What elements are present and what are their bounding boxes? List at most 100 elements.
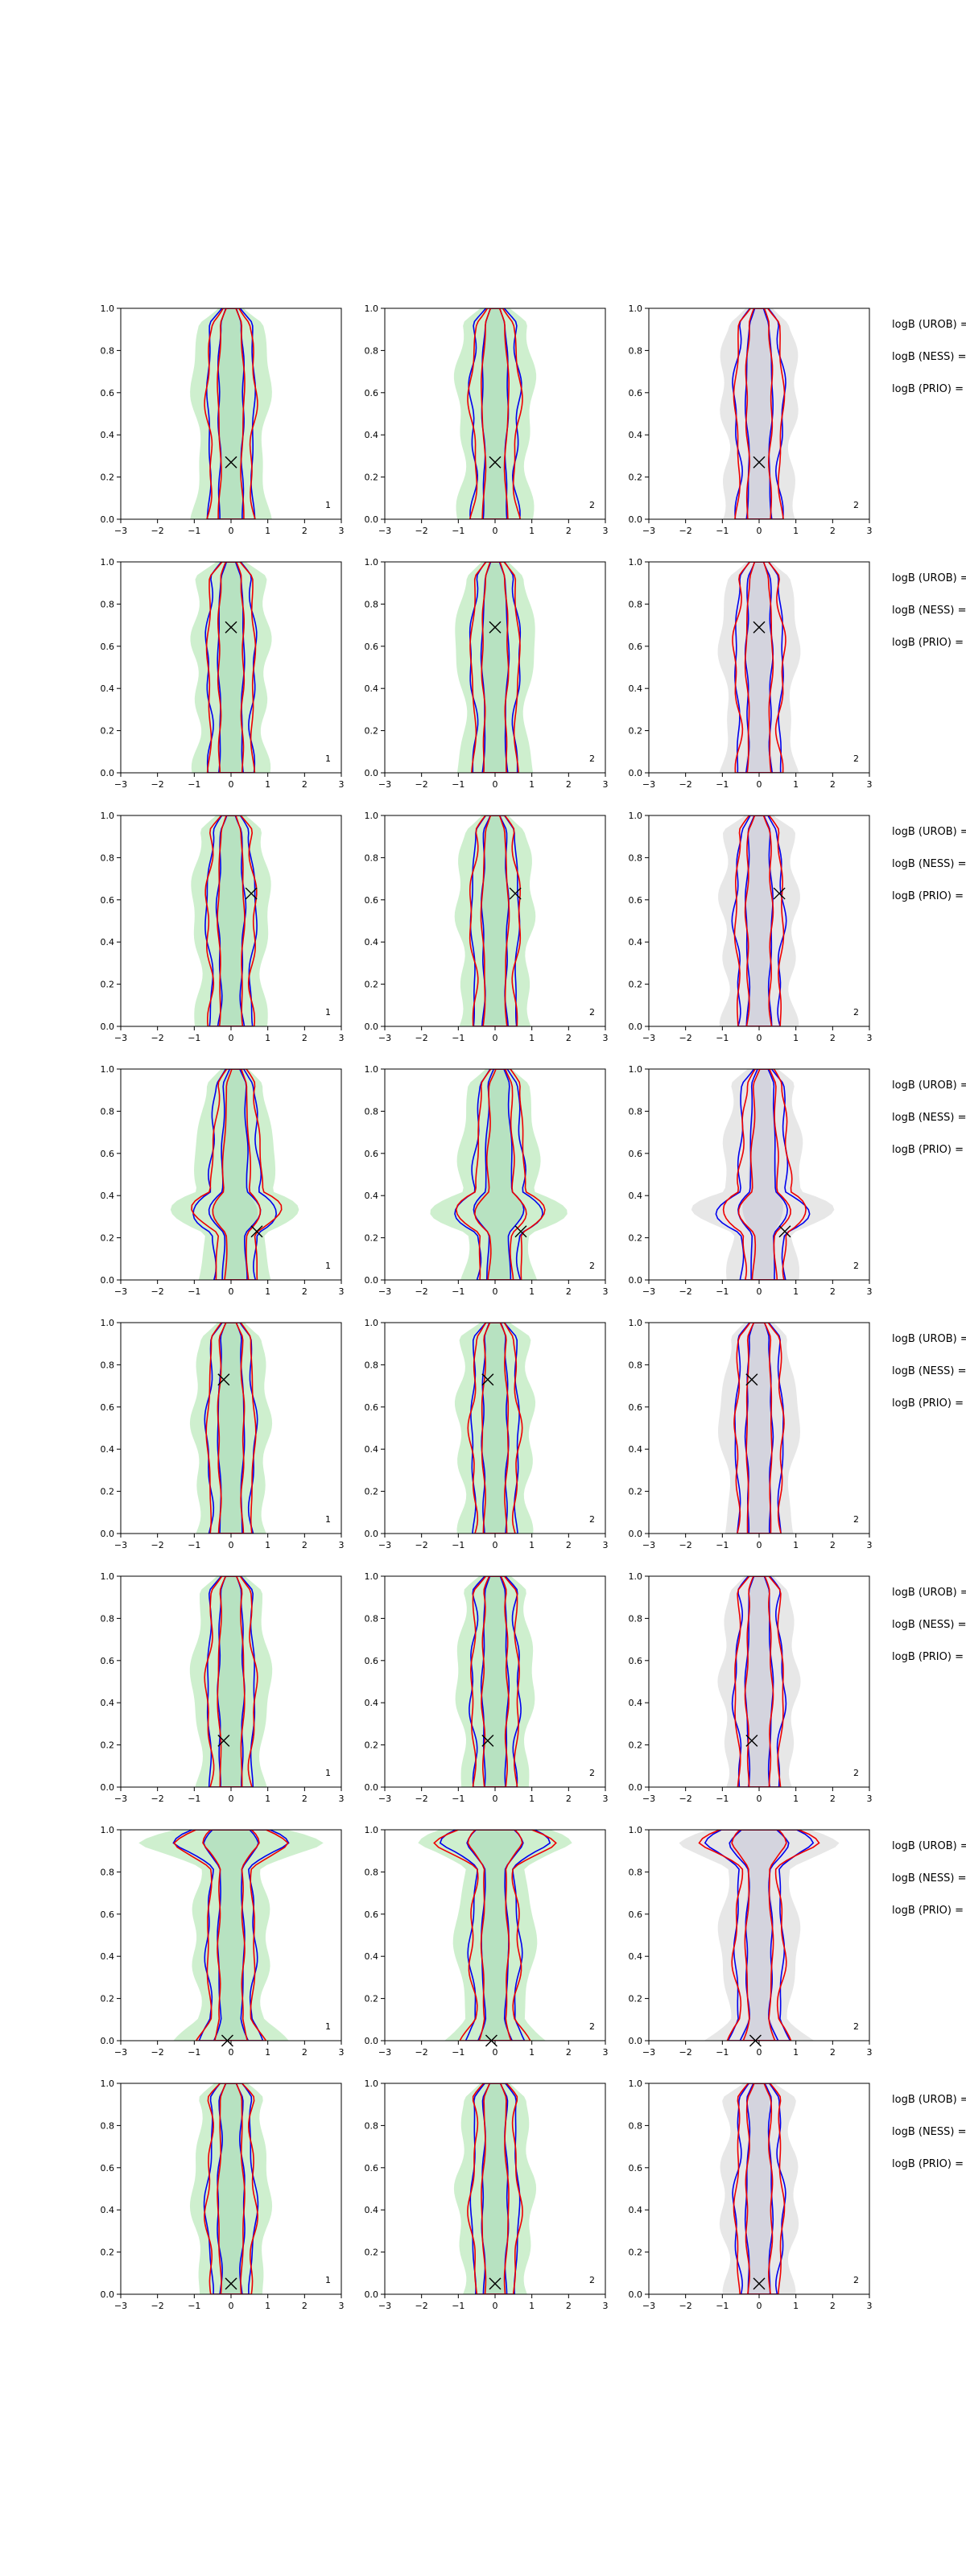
y-tick-label: 0.2	[365, 473, 379, 483]
panel-corner-label: 1	[325, 500, 331, 510]
density-core-fill	[745, 308, 774, 519]
y-tick-label: 0.6	[629, 1149, 643, 1159]
y-tick-label: 0.4	[365, 430, 379, 440]
panel-corner-label: 1	[325, 2021, 331, 2032]
red-contour-line	[737, 1069, 791, 1280]
density-core-fill	[217, 2083, 245, 2294]
y-tick-label: 0.2	[101, 1994, 115, 2004]
blue-contour-line	[468, 308, 522, 519]
x-tick-label: 0	[229, 2301, 234, 2311]
x-tick-label: 0	[757, 779, 762, 790]
x-tick-label: 1	[529, 526, 535, 536]
y-tick-label: 0.6	[365, 1656, 379, 1666]
y-tick-label: 0.2	[365, 1994, 379, 2004]
red-contour-line	[433, 1830, 557, 2041]
x-tick-label: 0	[229, 526, 234, 536]
red-contour-line	[204, 2083, 258, 2294]
x-tick-label: 3	[603, 526, 609, 536]
panel-corner-label: 1	[325, 2275, 331, 2285]
x-tick-label: 3	[603, 2301, 609, 2311]
x-tick-label: −1	[188, 1286, 200, 1297]
y-tick-label: 0.4	[101, 937, 115, 947]
red-contour-line	[480, 815, 510, 1026]
red-contour-line	[455, 1069, 546, 1280]
panel-corner-label: 2	[589, 753, 595, 764]
x-tick-label: 3	[603, 1540, 609, 1550]
y-tick-label: 1.0	[101, 303, 115, 314]
panel-r6-c3: −3 −2 −1 0 1 2 3 0.0 0.2 0.4 0.6 0.8 1.0 2	[629, 1571, 873, 1804]
y-tick-label: 1.0	[365, 811, 379, 821]
y-tick-label: 0.2	[365, 1487, 379, 1497]
x-tick-label: −3	[114, 2047, 127, 2058]
y-tick-label: 1.0	[101, 1318, 115, 1328]
panel-corner-label: 2	[589, 2021, 595, 2032]
y-tick-label: 0.8	[629, 1613, 643, 1624]
x-tick-label: −2	[679, 1794, 692, 1804]
y-tick-label: 0.6	[101, 2163, 115, 2174]
x-tick-label: 2	[302, 2301, 308, 2311]
x-tick-label: −3	[378, 779, 391, 790]
x-tick-label: 2	[830, 526, 836, 536]
x-tick-label: 2	[302, 526, 308, 536]
logB-label: logB (NESS) =	[892, 351, 966, 363]
blue-contour-line	[731, 815, 787, 1026]
x-tick-label: 2	[566, 1286, 572, 1297]
y-tick-label: 1.0	[629, 1318, 643, 1328]
logB-label: logB (NESS) =	[892, 605, 966, 617]
x-tick-label: 3	[603, 1033, 609, 1043]
x-tick-label: −2	[679, 1540, 692, 1550]
y-tick-label: 0.4	[101, 683, 115, 694]
x-tick-label: −3	[114, 779, 127, 790]
x-tick-label: −3	[378, 1540, 391, 1550]
density-core-fill	[745, 1576, 774, 1787]
panel-r3-c2: −3 −2 −1 0 1 2 3 0.0 0.2 0.4 0.6 0.8 1.0 2	[365, 811, 609, 1043]
logB-label: logB (PRIO) =	[892, 1651, 964, 1663]
density-core-fill	[745, 2083, 774, 2294]
panel-r5-c3: −3 −2 −1 0 1 2 3 0.0 0.2 0.4 0.6 0.8 1.0 2	[629, 1318, 873, 1550]
x-tick-label: 1	[529, 2301, 535, 2311]
y-tick-label: 1.0	[629, 1064, 643, 1075]
y-tick-label: 0.4	[629, 430, 643, 440]
red-contour-line	[205, 562, 257, 773]
red-contour-line	[733, 1323, 785, 1534]
x-tick-label: −1	[716, 1540, 729, 1550]
density-core-fill	[481, 1576, 509, 1787]
x-tick-label: −1	[452, 2047, 464, 2058]
x-tick-label: −3	[378, 1794, 391, 1804]
panel-corner-label: 2	[853, 753, 859, 764]
x-tick-label: −3	[378, 1033, 391, 1043]
x-tick-label: 2	[830, 1286, 836, 1297]
blue-contour-line	[469, 815, 521, 1026]
true-value-marker	[217, 1734, 230, 1747]
y-tick-label: 0.0	[365, 768, 379, 778]
density-core-fill	[728, 1830, 791, 2041]
y-tick-label: 0.8	[365, 1360, 379, 1370]
x-tick-label: 0	[757, 526, 762, 536]
panel-r4-c3: −3 −2 −1 0 1 2 3 0.0 0.2 0.4 0.6 0.8 1.0 2	[629, 1064, 873, 1297]
panel-r1-c2: −3 −2 −1 0 1 2 3 0.0 0.2 0.4 0.6 0.8 1.0 2	[365, 303, 609, 536]
density-core-fill	[473, 1069, 524, 1280]
panel-r7-c1: −3 −2 −1 0 1 2 3 0.0 0.2 0.4 0.6 0.8 1.0 1	[101, 1825, 345, 2058]
panel-corner-label: 2	[853, 500, 859, 510]
panel-corner-label: 2	[853, 1514, 859, 1525]
y-tick-label: 0.6	[365, 642, 379, 652]
x-tick-label: −3	[642, 1540, 655, 1550]
x-tick-label: −1	[716, 779, 729, 790]
logB-label: logB (PRIO) =	[892, 1397, 964, 1410]
y-tick-label: 1.0	[101, 1825, 115, 1835]
y-tick-label: 0.4	[101, 1191, 115, 1201]
red-contour-line	[473, 1069, 527, 1280]
x-tick-label: −2	[415, 2047, 428, 2058]
y-tick-label: 0.0	[629, 1782, 643, 1793]
panel-corner-label: 2	[853, 2021, 859, 2032]
logB-label: logB (NESS) =	[892, 1619, 966, 1631]
y-tick-label: 0.4	[101, 1698, 115, 1708]
logB-label: logB (NESS) =	[892, 2126, 966, 2138]
y-tick-label: 0.4	[365, 1698, 379, 1708]
panel-corner-label: 1	[325, 1514, 331, 1525]
x-tick-label: 3	[339, 2301, 345, 2311]
y-tick-label: 0.4	[101, 2205, 115, 2215]
true-value-marker	[225, 456, 237, 469]
x-tick-label: 0	[229, 2047, 234, 2058]
y-tick-label: 0.6	[629, 642, 643, 652]
